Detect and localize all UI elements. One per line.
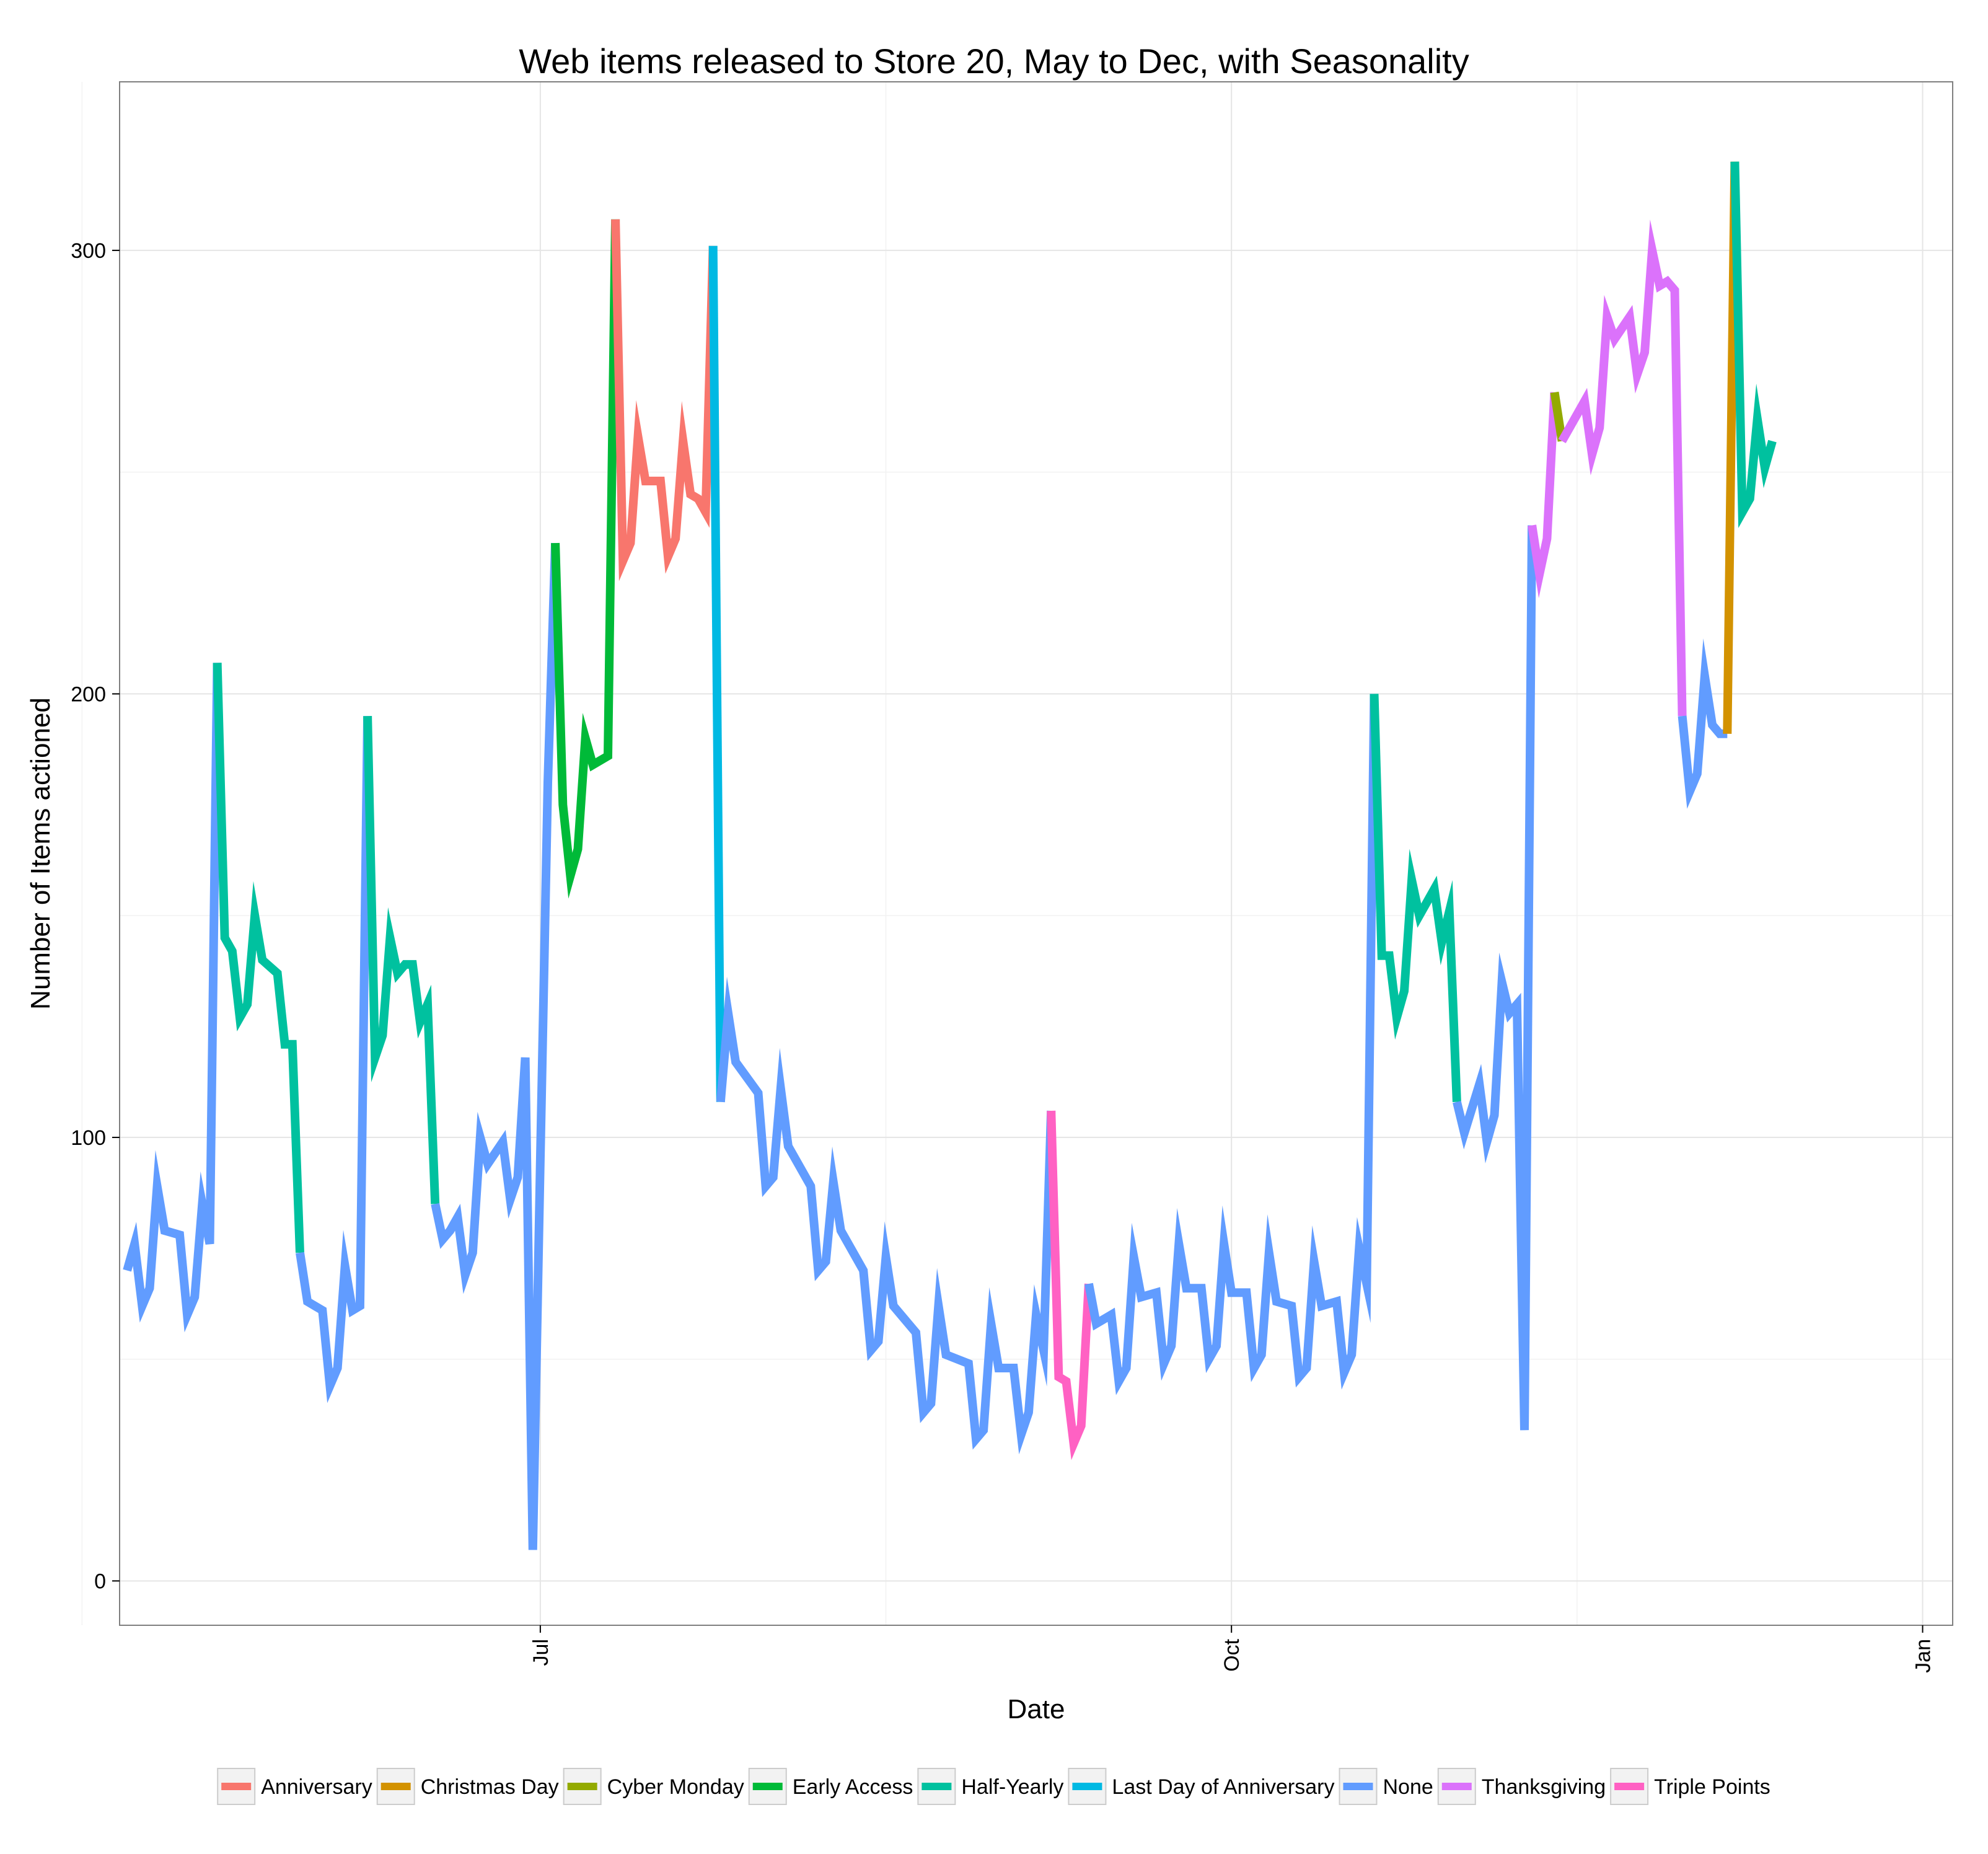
series-line-none <box>1084 694 1379 1395</box>
y-tick-label: 300 <box>71 239 106 263</box>
legend-label-thanksgiving: Thanksgiving <box>1482 1775 1606 1799</box>
series-line-none <box>716 976 1056 1455</box>
plot-border <box>119 81 1953 1626</box>
legend-label-cyber-monday: Cyber Monday <box>607 1775 744 1799</box>
legend-label-triple-points: Triple Points <box>1654 1775 1770 1799</box>
legend-label-early-access: Early Access <box>793 1775 913 1799</box>
series-line-thanksgiving <box>1528 392 1559 598</box>
series-line-half-yearly <box>363 716 440 1204</box>
series-line-none <box>123 663 222 1333</box>
grid-lines <box>81 82 1953 1625</box>
series-line-triple-points <box>1047 1110 1093 1460</box>
chart-title: Web items released to Store 20, May to D… <box>519 42 1469 81</box>
y-tick-label: 100 <box>71 1126 106 1150</box>
legend-label-none: None <box>1383 1775 1433 1799</box>
series-line-none <box>1678 638 1728 809</box>
series-line-half-yearly <box>1370 694 1461 1102</box>
series-line-anniversary <box>611 219 718 581</box>
series-line-last-day-of-anniversary <box>708 245 725 1102</box>
legend: Anniversary Christmas Day Cyber Monday Earl… <box>217 1768 1770 1805</box>
legend-label-last-day-of-anniversary: Last Day of Anniversary <box>1112 1775 1334 1799</box>
x-axis-title: Date <box>1008 1694 1065 1724</box>
legend-label-half-yearly: Half-Yearly <box>961 1775 1063 1799</box>
series-line-half-yearly <box>213 663 304 1253</box>
series-line-none <box>296 716 372 1403</box>
series-line-early-access <box>551 219 620 899</box>
series-line-cyber-monday <box>1550 391 1567 442</box>
series-lines <box>123 161 1777 1550</box>
series-line-thanksgiving <box>1558 219 1687 717</box>
x-axis: Jul Oct Jan <box>529 1625 1935 1673</box>
series-line-none <box>1453 525 1537 1431</box>
y-tick-label: 0 <box>94 1569 106 1593</box>
legend-label-anniversary: Anniversary <box>261 1775 372 1799</box>
y-axis-title: Number of Items actioned <box>25 697 56 1010</box>
y-axis: 0 100 200 300 <box>71 239 120 1593</box>
series-line-none <box>431 542 560 1550</box>
series-line-half-yearly <box>1730 161 1777 528</box>
y-tick-label: 200 <box>71 682 106 706</box>
x-tick-label: Jul <box>529 1639 553 1666</box>
x-tick-label: Oct <box>1220 1638 1244 1671</box>
legend-label-christmas-day: Christmas Day <box>421 1775 559 1799</box>
x-tick-label: Jan <box>1912 1639 1935 1673</box>
